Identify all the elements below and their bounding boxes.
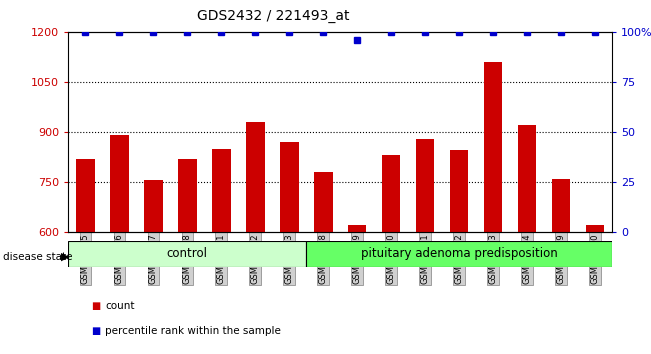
Bar — [110, 135, 129, 232]
Bar — [144, 180, 163, 232]
Bar — [551, 178, 570, 232]
Bar — [450, 150, 469, 232]
Text: disease state: disease state — [3, 252, 73, 262]
Text: control: control — [167, 247, 208, 261]
Bar — [348, 225, 367, 232]
Bar — [68, 241, 306, 267]
Bar — [314, 172, 333, 232]
Bar — [280, 142, 299, 232]
Text: ■: ■ — [91, 326, 100, 336]
Text: ▶: ▶ — [61, 252, 70, 262]
Text: ■: ■ — [91, 301, 100, 311]
Bar — [416, 138, 434, 232]
Text: percentile rank within the sample: percentile rank within the sample — [105, 326, 281, 336]
Bar — [178, 159, 197, 232]
Bar — [212, 149, 230, 232]
Text: GDS2432 / 221493_at: GDS2432 / 221493_at — [197, 9, 350, 23]
Bar — [381, 155, 400, 232]
Bar — [76, 159, 94, 232]
Bar — [306, 241, 612, 267]
Text: count: count — [105, 301, 135, 311]
Bar — [484, 62, 503, 232]
Bar — [518, 125, 536, 232]
Text: pituitary adenoma predisposition: pituitary adenoma predisposition — [361, 247, 557, 261]
Bar — [586, 225, 604, 232]
Bar — [246, 122, 264, 232]
